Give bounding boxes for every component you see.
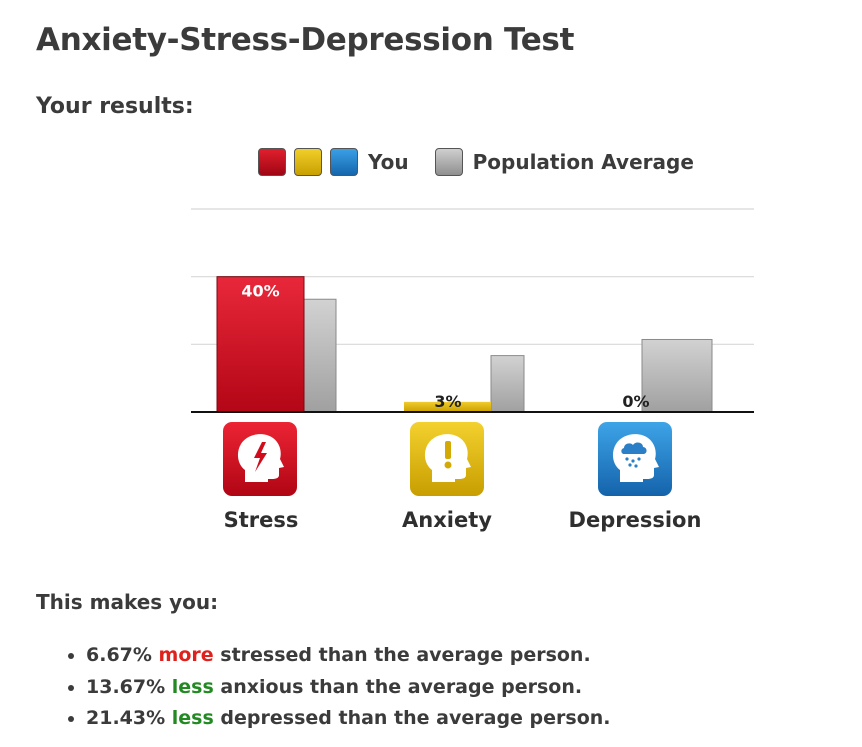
summary-heading: This makes you: [36, 590, 219, 614]
you-bar-stress [216, 276, 305, 413]
legend-swatch-red [258, 148, 286, 176]
legend-label-you: You [368, 150, 409, 174]
anxiety-head-icon [410, 422, 484, 496]
summary-text: stressed than the average person. [220, 644, 591, 666]
chart-legend: You Population Average [258, 148, 694, 176]
legend-swatch-gray [434, 148, 463, 176]
population-bar-stress [303, 298, 337, 413]
summary-value: 6.67% [86, 644, 152, 666]
you-bar-anxiety [404, 401, 491, 412]
summary-text: anxious than the average person. [220, 675, 583, 698]
population-bar-anxiety [490, 355, 525, 413]
summary-item-depression: 21.43% less depressed than the average p… [86, 703, 611, 735]
summary-list: 6.67% more stressed than the average per… [36, 640, 611, 735]
results-subtitle: Your results: [36, 94, 194, 119]
summary-item-anxiety: 13.67% less anxious than the average per… [86, 672, 611, 704]
data-label-depression: 0% [622, 392, 649, 411]
category-label-stress: Stress [223, 508, 299, 532]
summary-value: 13.67% [86, 675, 166, 698]
depression-head-icon [598, 422, 672, 496]
legend-swatch-yellow [294, 148, 322, 176]
summary-text: depressed than the average person. [220, 707, 611, 729]
legend-swatch-blue [330, 148, 358, 176]
results-bar-chart: 40% 3% 0% [191, 208, 754, 413]
summary-value: 21.43% [86, 707, 166, 729]
summary-item-stress: 6.67% more stressed than the average per… [86, 640, 611, 672]
summary-direction: more [158, 644, 214, 666]
category-label-anxiety: Anxiety [402, 508, 492, 532]
stress-head-icon [223, 422, 297, 496]
data-label-stress: 40% [241, 282, 279, 301]
legend-label-population: Population Average [472, 150, 694, 174]
summary-direction: less [171, 707, 214, 729]
population-bar-depression [641, 338, 713, 413]
data-label-anxiety: 3% [434, 392, 461, 411]
summary-direction: less [171, 675, 214, 698]
page-title: Anxiety-Stress-Depression Test [36, 22, 575, 58]
category-label-depression: Depression [568, 508, 702, 532]
